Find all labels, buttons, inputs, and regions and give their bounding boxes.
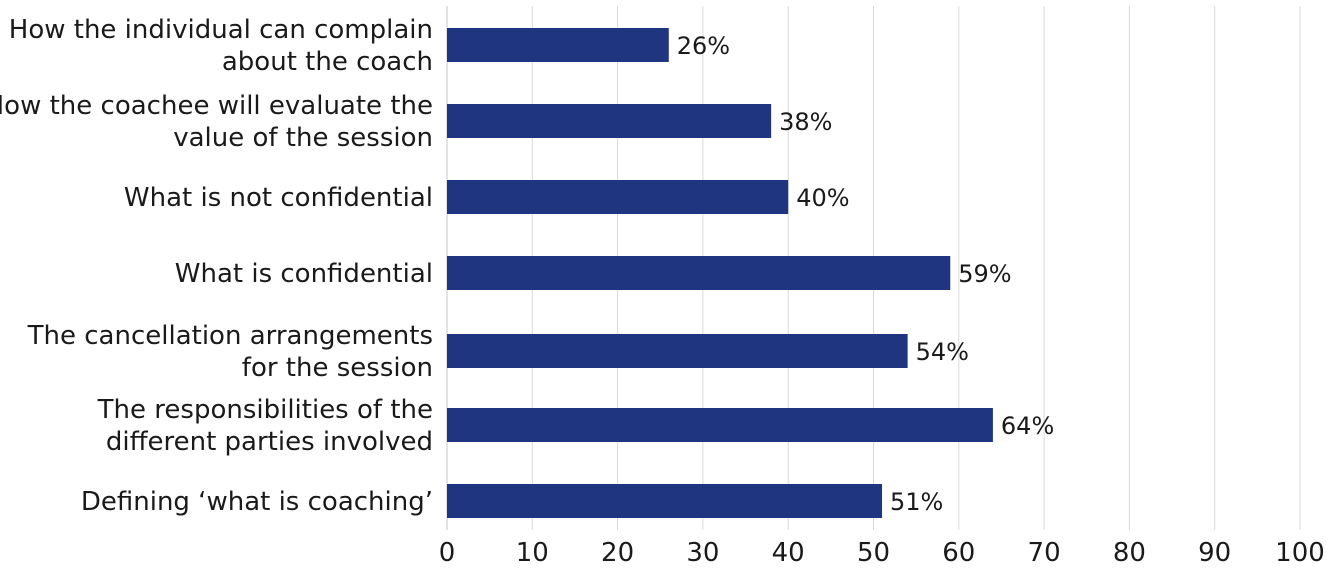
data-label: 59%: [958, 260, 1011, 288]
category-label: The cancellation arrangements: [27, 321, 433, 351]
category-label: about the coach: [222, 47, 433, 77]
category-label: How the coachee will evaluate the: [0, 91, 433, 121]
x-tick-label: 100: [1275, 538, 1325, 568]
x-tick-label: 90: [1198, 538, 1231, 568]
category-label: for the session: [242, 353, 433, 383]
data-label: 26%: [677, 32, 730, 60]
bar: [447, 104, 772, 138]
data-labels: 26% 38% 40% 59% 54% 64% 51%: [677, 32, 1054, 516]
category-label: different parties involved: [106, 427, 433, 457]
x-tick-label: 70: [1028, 538, 1061, 568]
bar: [447, 180, 789, 214]
data-label: 64%: [1001, 412, 1054, 440]
x-tick-label: 20: [601, 538, 634, 568]
bar: [447, 484, 883, 518]
x-tick-label: 0: [439, 538, 456, 568]
bar: [447, 28, 669, 62]
category-label: What is confidential: [175, 259, 433, 289]
bar: [447, 334, 908, 368]
bar: [447, 256, 951, 290]
category-label: What is not confidential: [124, 183, 433, 213]
category-label: The responsibilities of the: [97, 395, 433, 425]
category-label: Defining ‘what is coaching’: [81, 487, 433, 517]
bars: [447, 28, 993, 518]
x-tick-labels: 0 10 20 30 40 50 60 70 80 90 100: [439, 538, 1325, 568]
x-tick-label: 40: [772, 538, 805, 568]
category-label: value of the session: [173, 123, 433, 153]
x-tick-label: 80: [1113, 538, 1146, 568]
data-label: 54%: [916, 338, 969, 366]
x-tick-label: 10: [516, 538, 549, 568]
x-tick-label: 60: [942, 538, 975, 568]
data-label: 51%: [890, 488, 943, 516]
data-label: 38%: [779, 108, 832, 136]
category-label: How the individual can complain: [9, 15, 433, 45]
bar: [447, 408, 993, 442]
x-tick-label: 30: [686, 538, 719, 568]
x-tick-label: 50: [857, 538, 890, 568]
data-label: 40%: [796, 184, 849, 212]
